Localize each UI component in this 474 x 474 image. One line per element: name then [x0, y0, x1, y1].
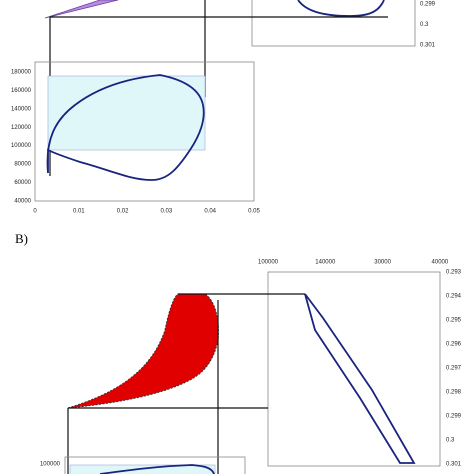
x-tick-label: 100000	[258, 260, 279, 266]
loop-curve	[99, 464, 215, 474]
y-tick-label: 100000	[11, 143, 32, 149]
y-tick-label: 60000	[14, 180, 31, 186]
y-tick-label: 0.297	[446, 366, 462, 372]
x-tick-label: 0	[33, 209, 37, 215]
inset-frame	[251, 0, 416, 47]
y-tick-label: 0.296	[446, 342, 462, 348]
y-tick-label: 140000	[11, 106, 32, 112]
y-tick-label: 80000	[14, 162, 31, 168]
y-tick-label: 0.299	[446, 414, 462, 420]
y-tick-label: 180000	[11, 70, 32, 76]
x-tick-label: 30000	[374, 260, 391, 266]
airfoil-shape	[44, 0, 119, 19]
tick-label: 0.299	[420, 2, 436, 8]
tick-label: 0.301	[420, 43, 436, 49]
x-tick-label: 40000	[432, 260, 449, 266]
inset-frame	[267, 271, 441, 467]
y-tick-label: 0.3	[446, 438, 455, 444]
inset-curve	[304, 293, 416, 464]
y-tick-label: 0.298	[446, 390, 462, 396]
y-tick-label: 0.295	[446, 318, 462, 324]
highlight-region	[47, 75, 206, 151]
x-tick-label: 0.01	[73, 209, 85, 215]
y-tick-label: 0.294	[446, 294, 462, 300]
chart-frame	[64, 456, 246, 474]
x-tick-label: 0.05	[248, 209, 260, 215]
panel-label: B)	[15, 231, 28, 246]
x-tick-label: 140000	[315, 260, 336, 266]
loop-curve	[46, 74, 205, 181]
y-tick-label: 120000	[11, 125, 32, 131]
y-tick-label: 40000	[14, 198, 31, 204]
y-tick-label: 0.293	[446, 270, 462, 276]
tick-label: 0.3	[420, 22, 429, 28]
y-tick-label: 100000	[40, 462, 61, 468]
x-tick-label: 0.02	[117, 209, 129, 215]
connector-lines	[67, 293, 305, 474]
y-tick-label: 0.301	[446, 462, 462, 468]
x-tick-label: 0.03	[161, 209, 173, 215]
y-tick-label: 160000	[11, 88, 32, 94]
inset-curve	[297, 0, 385, 17]
chart-frame	[34, 61, 255, 202]
x-tick-label: 0.04	[204, 209, 216, 215]
airfoil-shape	[67, 293, 219, 409]
